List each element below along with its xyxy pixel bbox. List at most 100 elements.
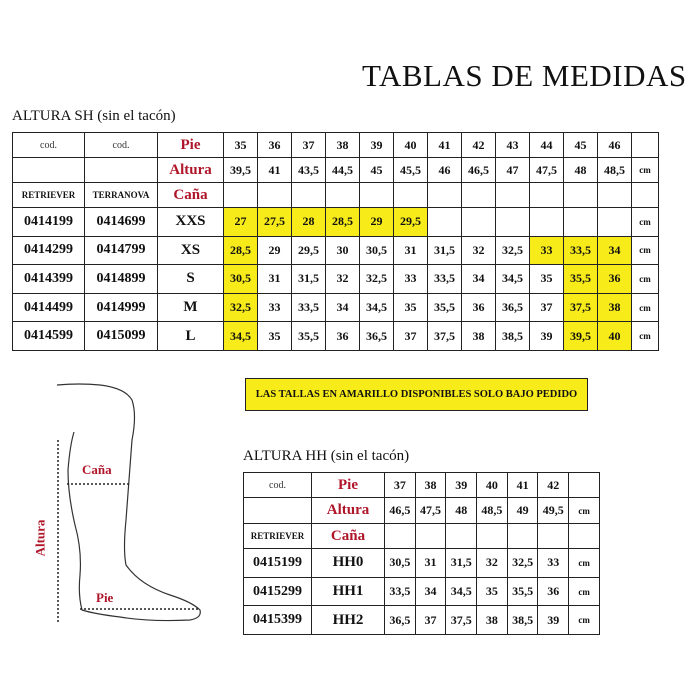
cana-value-cell: 34,5 — [359, 292, 394, 323]
pie-size-cell: 39 — [445, 472, 478, 498]
pie-size-cell: 42 — [537, 472, 570, 498]
retriever-code: 0414199 — [12, 207, 85, 237]
cana-value-cell: 32,5 — [506, 548, 539, 578]
retriever-code: 0414499 — [12, 292, 85, 323]
cana-value-cell: 34 — [461, 264, 496, 294]
cana-value-cell — [529, 207, 564, 237]
table-row: 0415299 HH1 33,5 34 34,5 35 35,5 36 cm — [243, 576, 601, 607]
cana-value-cell: 29 — [359, 207, 394, 237]
empty-cell — [223, 182, 258, 208]
cana-value-cell: 32 — [461, 235, 496, 266]
size-label: XXS — [157, 207, 224, 237]
pie-size-cell: 38 — [325, 132, 360, 158]
pie-size-cell: 37 — [384, 472, 416, 498]
cana-value-cell: 31 — [393, 235, 428, 266]
terranova-code: 0414999 — [84, 292, 158, 323]
altura-label: Altura — [32, 519, 48, 557]
altura-cell: 47 — [495, 157, 530, 183]
empty-cell — [84, 157, 158, 183]
cana-value-cell: 37,5 — [445, 605, 478, 636]
header-row-pie: cod. cod. Pie 35 36 37 38 39 40 41 42 43 44 45 46 — [12, 132, 659, 158]
altura-cell: 48,5 — [597, 157, 632, 183]
empty-cell — [631, 132, 659, 158]
unit-cell: cm — [631, 235, 659, 266]
unit-cell: cm — [631, 207, 659, 237]
brand-terranova: TERRANOVA — [84, 182, 158, 208]
cana-value-cell: 34 — [597, 235, 632, 266]
retriever-code: 0415299 — [243, 576, 312, 607]
cana-value-cell: 33 — [529, 235, 564, 266]
retriever-code: 0415199 — [243, 548, 312, 578]
empty-cell — [257, 182, 292, 208]
cana-value-cell: 38,5 — [495, 321, 530, 351]
unit-cell: cm — [568, 497, 601, 524]
empty-cell — [291, 182, 326, 208]
cana-value-cell: 35,5 — [506, 576, 539, 607]
cana-value-cell: 34,5 — [445, 576, 478, 607]
page-title: TABLAS DE MEDIDAS — [362, 58, 687, 93]
cana-value-cell: 38 — [597, 292, 632, 323]
cana-value-cell: 31 — [414, 548, 447, 578]
pie-size-cell: 41 — [506, 472, 539, 498]
table-row: 0414399 0414899 S 30,5 31 31,5 32 32,5 33 33,5 34 3… — [12, 264, 659, 294]
empty-cell — [359, 182, 394, 208]
pie-size-cell: 40 — [393, 132, 428, 158]
cana-value-cell: 35 — [529, 264, 564, 294]
cana-value-cell: 36 — [597, 264, 632, 294]
empty-cell — [414, 523, 447, 549]
empty-cell — [445, 523, 478, 549]
table-row: 0415399 HH2 36,5 37 37,5 38 38,5 39 cm — [243, 605, 601, 636]
size-table-hh: cod. Pie 37 38 39 40 41 42 Altura 46,5 47,5 48 48,5 4… — [243, 472, 601, 636]
cana-value-cell: 31,5 — [427, 235, 462, 266]
cana-value-cell: 32 — [476, 548, 508, 578]
size-label: M — [157, 292, 224, 323]
pie-label: Pie — [96, 590, 114, 605]
size-label: HH2 — [311, 605, 385, 636]
table-row: 0415199 HH0 30,5 31 31,5 32 32,5 33 cm — [243, 548, 601, 578]
cana-value-cell: 33,5 — [291, 292, 326, 323]
cana-value-cell: 34,5 — [495, 264, 530, 294]
empty-cell — [243, 497, 312, 524]
unit-cell: cm — [631, 157, 659, 183]
cana-value-cell: 27,5 — [257, 207, 292, 237]
cana-value-cell: 28,5 — [223, 235, 258, 266]
boot-outline-drawing — [56, 383, 201, 622]
cana-value-cell: 33 — [257, 292, 292, 323]
header-row-cana: RETRIEVER Caña — [243, 523, 601, 549]
cana-label: Caña — [157, 182, 224, 208]
cana-value-cell: 35 — [257, 321, 292, 351]
cana-value-cell — [461, 207, 496, 237]
cana-value-cell: 36 — [461, 292, 496, 323]
unit-cell: cm — [568, 576, 601, 607]
empty-cell — [427, 182, 462, 208]
cana-value-cell: 35,5 — [427, 292, 462, 323]
cana-value-cell: 35,5 — [563, 264, 598, 294]
pie-label: Pie — [311, 472, 385, 498]
retriever-code: 0414299 — [12, 235, 85, 266]
cana-value-cell: 30,5 — [384, 548, 416, 578]
retriever-code: 0414399 — [12, 264, 85, 294]
altura-cell: 47,5 — [414, 497, 447, 524]
cana-value-cell: 31,5 — [291, 264, 326, 294]
altura-cell: 49,5 — [537, 497, 570, 524]
empty-cell — [325, 182, 360, 208]
brand-retriever: RETRIEVER — [243, 523, 312, 549]
header-row-cana: RETRIEVER TERRANOVA Caña — [12, 182, 659, 208]
cana-value-cell: 32,5 — [359, 264, 394, 294]
cana-value-cell: 31 — [257, 264, 292, 294]
table-row: 0414599 0415099 L 34,5 35 35,5 36 36,5 37 37,5 38 3… — [12, 321, 659, 351]
cana-label: Caña — [82, 462, 112, 477]
altura-label: Altura — [157, 157, 224, 183]
pie-size-cell: 41 — [427, 132, 462, 158]
terranova-code: 0414699 — [84, 207, 158, 237]
size-table-sh: cod. cod. Pie 35 36 37 38 39 40 41 42 43 44 45 46 Altur… — [12, 132, 659, 351]
cana-value-cell: 34 — [325, 292, 360, 323]
terranova-code: 0414899 — [84, 264, 158, 294]
size-label: HH1 — [311, 576, 385, 607]
altura-cell: 46,5 — [384, 497, 416, 524]
retriever-code: 0414599 — [12, 321, 85, 351]
table-sh-subtitle: ALTURA SH (sin el tacón) — [12, 108, 176, 124]
header-row-altura: Altura 39,5 41 43,5 44,5 45 45,5 46 46,5 47 47,5 48… — [12, 157, 659, 183]
size-label: L — [157, 321, 224, 351]
empty-cell — [529, 182, 564, 208]
